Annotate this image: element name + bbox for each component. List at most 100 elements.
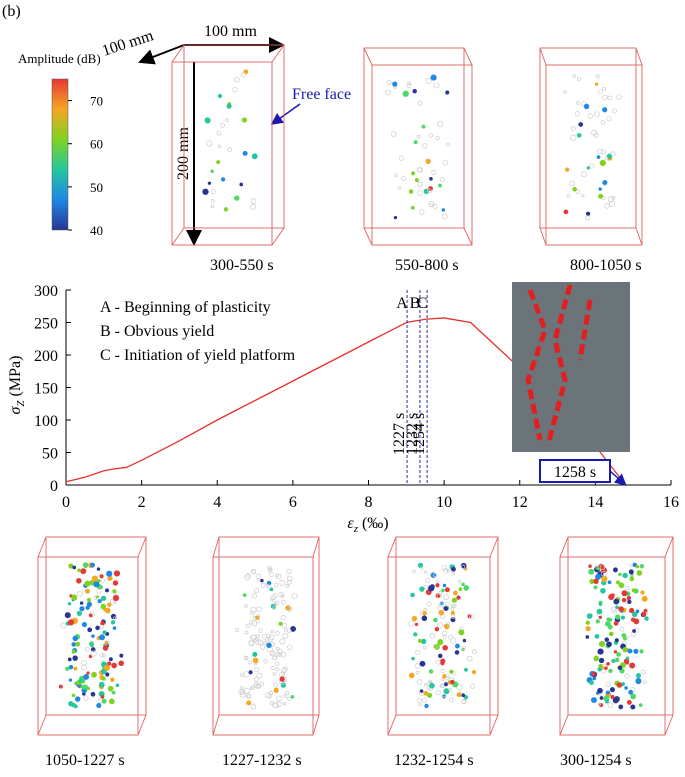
- ae-event: [274, 600, 280, 606]
- ae-event: [597, 667, 602, 672]
- ae-event: [450, 637, 457, 644]
- ae-event: [607, 624, 613, 630]
- ae-event: [599, 159, 606, 167]
- ae-event: [408, 189, 414, 194]
- ae-event: [86, 671, 90, 675]
- ae-event: [248, 639, 255, 646]
- specimen-edge: [171, 227, 185, 246]
- ae-event: [282, 632, 289, 640]
- ae-event: [437, 639, 444, 646]
- ae-event: [105, 588, 110, 593]
- ae-event: [71, 594, 78, 601]
- ae-event: [252, 657, 259, 664]
- ae-event: [434, 626, 440, 632]
- ae-event: [101, 698, 107, 704]
- ae-event: [587, 113, 593, 119]
- ae-event: [253, 676, 260, 682]
- ae-event: [566, 193, 571, 198]
- axis-unit: (MPa): [7, 356, 24, 401]
- ae-event: [104, 641, 109, 645]
- ae-event: [283, 666, 288, 671]
- ae-event: [263, 641, 267, 645]
- ae-event: [250, 198, 257, 204]
- ae-event: [626, 700, 632, 705]
- dim-label: 100 mm: [204, 23, 257, 40]
- marker-letter: B: [410, 295, 421, 312]
- ae-event: [597, 687, 603, 694]
- ae-event: [258, 628, 263, 633]
- ae-event: [100, 578, 105, 583]
- ae-event: [407, 81, 411, 86]
- ae-event: [636, 570, 643, 576]
- ae-event: [640, 669, 646, 675]
- ae-event: [281, 622, 288, 628]
- ae-event: [625, 661, 629, 665]
- ae-event: [572, 74, 576, 78]
- ae-event: [591, 129, 598, 136]
- ae-event: [607, 702, 614, 708]
- ae-event: [77, 568, 81, 573]
- specimen-edge: [271, 227, 285, 246]
- ae-event: [610, 695, 615, 700]
- ae-event: [248, 660, 253, 665]
- axis-label: εz (‰): [347, 515, 388, 535]
- ae-event: [602, 107, 608, 113]
- ae-event: [456, 684, 463, 691]
- ae-event: [287, 579, 292, 585]
- ae-event: [280, 599, 286, 605]
- ae-event: [615, 614, 621, 620]
- ae-event: [598, 602, 603, 606]
- ae-event: [469, 683, 476, 689]
- ae-event: [428, 186, 433, 191]
- ae-event: [461, 582, 465, 587]
- ae-event: [422, 143, 428, 149]
- ae-event: [71, 642, 77, 647]
- ae-event: [432, 203, 438, 209]
- ae-event: [598, 703, 604, 708]
- ae-event: [631, 611, 638, 618]
- ae-event: [234, 195, 240, 201]
- ae-event: [618, 704, 624, 710]
- ae-event: [615, 657, 620, 663]
- ae-event: [471, 669, 477, 675]
- ae-event: [393, 215, 398, 220]
- ae-event: [574, 111, 581, 117]
- ae-event: [276, 695, 283, 702]
- ae-event: [112, 594, 120, 602]
- ae-event: [610, 151, 616, 157]
- ae-event: [449, 669, 454, 674]
- ae-event: [248, 670, 253, 675]
- x-tick-label: 8: [365, 494, 373, 511]
- ae-event: [443, 681, 449, 687]
- ae-event: [591, 672, 596, 677]
- ae-event: [269, 587, 274, 592]
- specimen-box: [387, 556, 491, 736]
- ae-event: [68, 701, 74, 707]
- ae-event: [585, 635, 590, 639]
- ae-event: [408, 672, 415, 679]
- ae-event: [597, 702, 601, 707]
- ae-event: [286, 568, 292, 575]
- ae-event: [635, 564, 640, 569]
- ae-event: [435, 690, 441, 696]
- panel-label: 550-800 s: [395, 257, 459, 274]
- ae-event: [255, 615, 260, 620]
- ae-event: [88, 613, 93, 618]
- ae-event: [100, 621, 105, 626]
- specimen-edge: [37, 714, 47, 736]
- stress-strain-line: [65, 317, 627, 486]
- ae-event: [448, 634, 453, 640]
- ae-event: [423, 690, 429, 696]
- ae-event: [620, 662, 626, 668]
- specimen-edge: [312, 714, 320, 736]
- ae-event: [273, 702, 279, 709]
- ae-event: [456, 595, 461, 600]
- ae-event: [461, 564, 466, 569]
- ae-event: [445, 674, 451, 679]
- ae-event: [242, 593, 247, 597]
- specimen-box: [363, 47, 465, 229]
- ae-event: [217, 93, 223, 99]
- panel-label: 300-1254 s: [560, 752, 632, 769]
- ae-event: [600, 668, 606, 674]
- ae-event: [607, 580, 612, 585]
